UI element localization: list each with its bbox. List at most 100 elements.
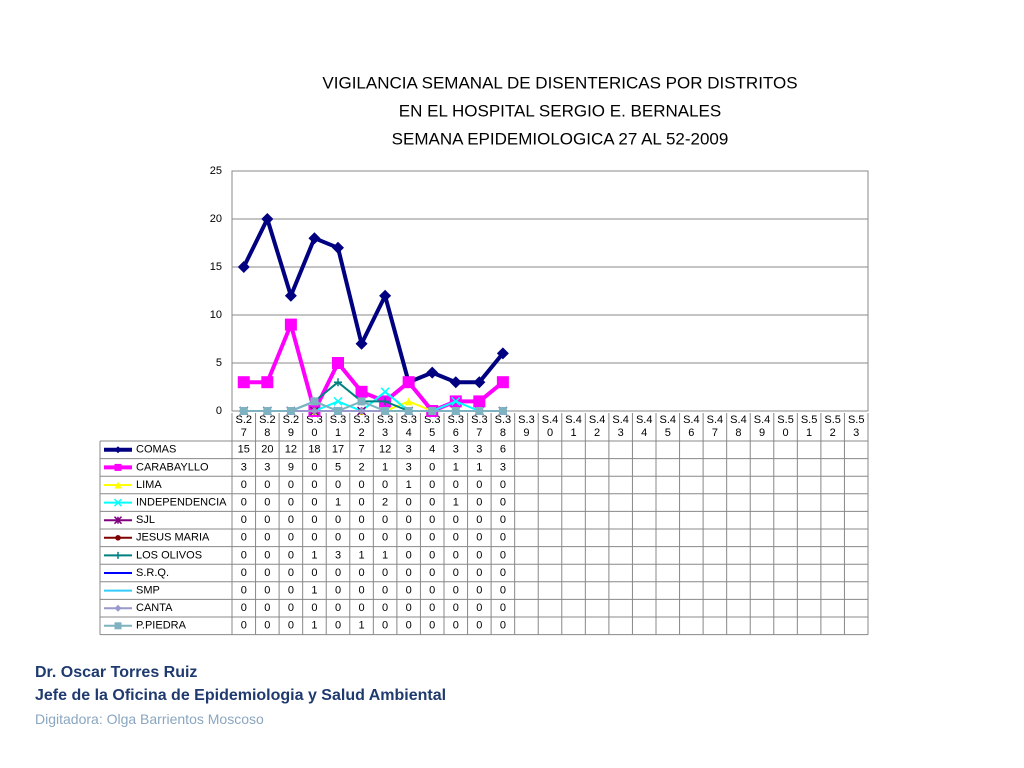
table-value: 0	[241, 497, 247, 509]
x-tick-label: S.4 4	[636, 414, 653, 439]
x-tick-label: S.4 5	[660, 414, 677, 439]
x-tick-label-part: S.3	[400, 414, 417, 426]
marker	[357, 407, 366, 415]
table-value: 0	[311, 514, 317, 526]
x-tick-label-part: S.4	[754, 414, 771, 426]
y-tick-label: 20	[210, 213, 222, 225]
x-tick-label-part: 8	[264, 427, 270, 439]
legend-label: SMP	[136, 585, 160, 597]
table-value: 2	[382, 497, 388, 509]
marker	[355, 337, 368, 350]
table-value: 0	[241, 479, 247, 491]
table-value: 0	[500, 602, 506, 614]
table-value: 0	[476, 479, 482, 491]
legend-label: JESUS MARIA	[136, 532, 210, 544]
marker	[310, 397, 319, 406]
table-value: 0	[429, 620, 435, 632]
legend-label: SJL	[136, 514, 155, 526]
table-value: 1	[335, 497, 341, 509]
table-value: 0	[288, 585, 294, 597]
marker	[498, 407, 507, 415]
x-tick-label: S.4 6	[683, 414, 700, 439]
x-tick-label-part: S.4	[636, 414, 653, 426]
x-tick-label-part: S.2	[283, 414, 300, 426]
x-tick-label-part: S.3	[471, 414, 488, 426]
table-value: 0	[406, 549, 412, 561]
table-value: 3	[406, 461, 412, 473]
table-value: 4	[429, 444, 435, 456]
marker	[308, 232, 321, 245]
table-value: 0	[382, 602, 388, 614]
x-tick-label-part: 8	[500, 427, 506, 439]
x-tick-label-part: 4	[641, 427, 647, 439]
marker	[114, 604, 122, 612]
x-tick-label: S.2 7	[236, 414, 253, 439]
table-value: 0	[382, 514, 388, 526]
table-value: 0	[429, 461, 435, 473]
table-value: 0	[288, 549, 294, 561]
table-value: 0	[429, 602, 435, 614]
table-value: 3	[335, 549, 341, 561]
table-value: 0	[335, 602, 341, 614]
marker	[284, 289, 297, 302]
x-tick-label-part: 5	[665, 427, 671, 439]
y-tick-label: 10	[210, 309, 222, 321]
table-value: 0	[476, 514, 482, 526]
table-value: 0	[429, 585, 435, 597]
table-value: 0	[476, 620, 482, 632]
table-value: 0	[429, 549, 435, 561]
typist: Digitadora: Olga Barrientos Moscoso	[35, 711, 264, 727]
x-tick-label-part: 7	[241, 427, 247, 439]
marker	[239, 407, 248, 415]
x-tick-label: S.3 0	[306, 414, 323, 439]
x-tick-label-part: S.4	[542, 414, 559, 426]
x-tick-label-part: 2	[358, 427, 364, 439]
marker	[237, 261, 250, 273]
table-value: 3	[500, 461, 506, 473]
table-value: 0	[335, 514, 341, 526]
marker	[114, 463, 122, 471]
table-value: 0	[453, 620, 459, 632]
x-tick-label: S.5 1	[801, 414, 818, 439]
chart-title: VIGILANCIA SEMANAL DE DISENTERICAS POR D…	[322, 73, 797, 92]
table-value: 0	[429, 567, 435, 579]
table-value: 1	[453, 461, 459, 473]
marker	[496, 376, 509, 389]
table-value: 0	[476, 585, 482, 597]
x-tick-label: S.4 9	[754, 414, 771, 439]
x-tick-label: S.3 3	[377, 414, 394, 439]
x-tick-label: S.4 2	[589, 414, 606, 439]
x-tick-label-part: 3	[382, 427, 388, 439]
marker	[426, 366, 439, 379]
x-tick-label: S.2 9	[283, 414, 300, 439]
x-tick-label-part: S.3	[518, 414, 535, 426]
series-line	[241, 217, 505, 385]
marker	[451, 407, 460, 415]
x-tick-label-part: S.3	[448, 414, 465, 426]
table-value: 0	[311, 461, 317, 473]
marker	[381, 407, 390, 415]
x-tick-label-part: 9	[288, 427, 294, 439]
x-tick-label: S.5 2	[824, 414, 841, 439]
x-tick-label-part: 3	[618, 427, 624, 439]
table-value: 0	[453, 602, 459, 614]
x-tick-label-part: S.3	[353, 414, 370, 426]
y-tick-label: 25	[210, 165, 222, 177]
table-value: 1	[476, 461, 482, 473]
table-value: 3	[453, 444, 459, 456]
table-value: 7	[358, 444, 364, 456]
x-tick-label-part: S.3	[330, 414, 347, 426]
marker	[332, 357, 344, 369]
table-value: 3	[406, 444, 412, 456]
table-value: 0	[358, 532, 364, 544]
table-value: 0	[406, 532, 412, 544]
marker	[428, 407, 437, 415]
table-value: 0	[264, 497, 270, 509]
table-value: 12	[379, 444, 391, 456]
marker	[496, 347, 509, 360]
author: Dr. Oscar Torres Ruiz	[35, 664, 198, 681]
x-tick-label-part: S.3	[495, 414, 512, 426]
x-tick-label: S.5 3	[848, 414, 865, 439]
table-value: 0	[358, 585, 364, 597]
marker	[114, 622, 122, 630]
